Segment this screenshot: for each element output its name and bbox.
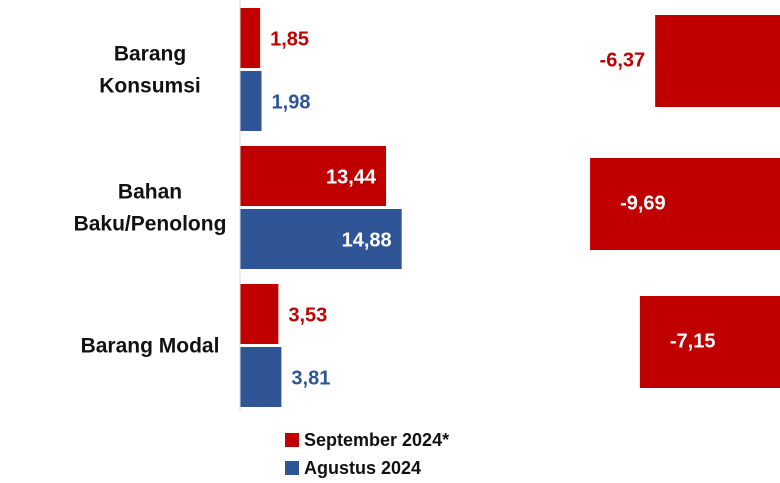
bar — [240, 347, 282, 407]
value-label: 1,98 — [272, 91, 311, 113]
value-label: 14,88 — [342, 229, 392, 251]
value-label: 1,85 — [270, 28, 309, 50]
value-label: -7,15 — [670, 330, 716, 352]
bar — [240, 71, 262, 131]
bar — [240, 146, 387, 206]
bar — [655, 15, 780, 107]
category-label: Barang Konsumsi — [99, 42, 201, 98]
bar — [240, 284, 279, 344]
value-label: 13,44 — [326, 166, 377, 188]
legend-label: September 2024* — [304, 430, 449, 450]
legend-swatch — [285, 433, 299, 447]
category-label: Bahan Baku/Penolong — [73, 180, 227, 236]
legend-label: Agustus 2024 — [304, 458, 421, 478]
bar — [639, 296, 780, 388]
bar — [590, 158, 780, 250]
value-label: -6,37 — [600, 49, 646, 71]
value-label: 3,81 — [291, 367, 330, 389]
value-label: -9,69 — [620, 192, 666, 214]
value-label: 3,53 — [288, 304, 327, 326]
bar — [240, 8, 261, 68]
legend-swatch — [285, 461, 299, 475]
bar — [240, 209, 402, 269]
category-label: Barang Modal — [80, 334, 220, 358]
